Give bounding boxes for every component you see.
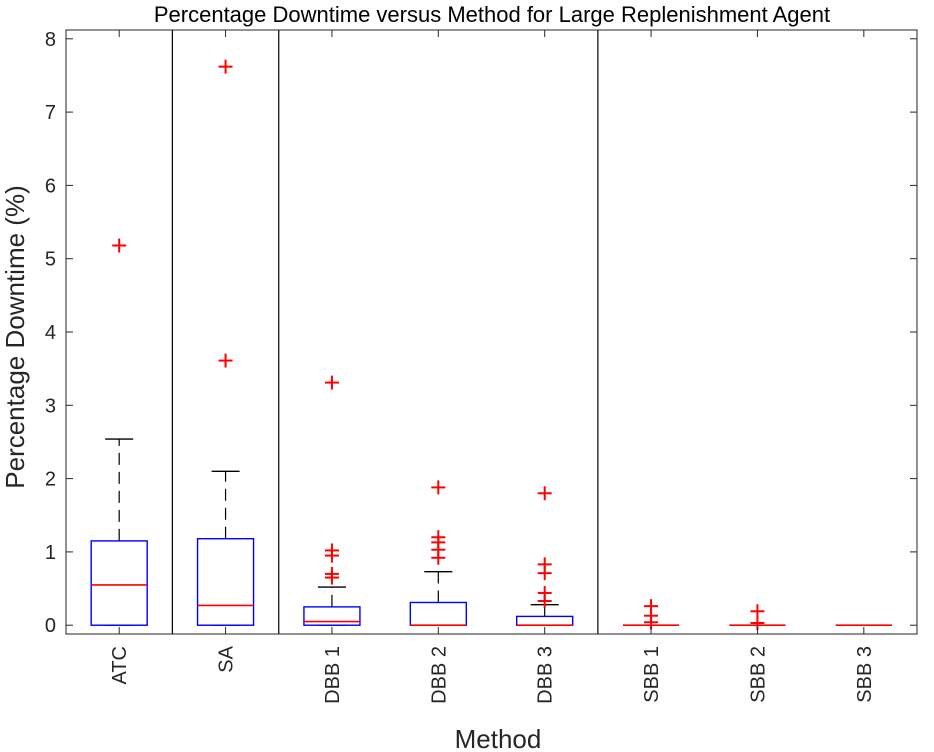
outlier-marker bbox=[324, 375, 339, 390]
box-group bbox=[729, 604, 786, 631]
plot-area-frame bbox=[65, 29, 918, 635]
box bbox=[515, 615, 574, 626]
y-tick-label: 1 bbox=[45, 542, 56, 564]
y-tick-label: 6 bbox=[45, 175, 56, 197]
box bbox=[409, 601, 468, 626]
box bbox=[303, 606, 361, 626]
x-tick-label: DBB 1 bbox=[322, 646, 344, 704]
outlier-marker bbox=[750, 604, 765, 619]
box bbox=[196, 538, 255, 626]
outlier-marker bbox=[324, 566, 339, 581]
outlier-marker bbox=[537, 486, 552, 501]
box-group bbox=[515, 486, 574, 627]
x-tick-label: SA bbox=[216, 645, 238, 672]
outlier-marker bbox=[218, 353, 233, 368]
y-tick-label: 0 bbox=[45, 615, 56, 637]
y-axis-title: Percentage Downtime (%) bbox=[0, 185, 30, 488]
box-group bbox=[623, 599, 680, 630]
boxes-layer bbox=[90, 59, 892, 631]
outlier-marker bbox=[431, 530, 446, 545]
separator-layer bbox=[171, 30, 599, 634]
x-tick-label: SBB 2 bbox=[747, 646, 769, 703]
chart-title: Percentage Downtime versus Method for La… bbox=[154, 2, 830, 27]
x-axis-title: Method bbox=[455, 724, 542, 752]
outlier-marker bbox=[112, 238, 127, 253]
x-tick-label: DBB 3 bbox=[535, 646, 557, 704]
box-group bbox=[196, 59, 255, 626]
box bbox=[90, 540, 148, 626]
box-group bbox=[409, 480, 468, 627]
outlier-marker bbox=[324, 543, 339, 558]
outlier-marker bbox=[431, 480, 446, 495]
outlier-marker bbox=[218, 59, 233, 74]
y-tick-label: 8 bbox=[45, 29, 56, 51]
outlier-marker bbox=[537, 585, 552, 600]
outlier-marker bbox=[537, 557, 552, 572]
x-tick-label: DBB 2 bbox=[428, 646, 450, 704]
y-tick-label: 3 bbox=[45, 395, 56, 417]
y-tick-label: 7 bbox=[45, 102, 56, 124]
y-tick-label: 4 bbox=[45, 322, 56, 344]
x-tick-label: SBB 3 bbox=[854, 646, 876, 703]
box-group bbox=[90, 238, 148, 626]
y-tick-label: 5 bbox=[45, 249, 56, 271]
ticks-layer: 0 1 2 3 4 5 6 7 8 ATC SA DBB 1 DBB 2 DBB 3 SBB 1 SBB 2 S… bbox=[45, 29, 917, 704]
x-tick-label: SBB 1 bbox=[641, 646, 663, 703]
y-tick-label: 2 bbox=[45, 469, 56, 491]
box-group bbox=[303, 375, 361, 626]
outlier-marker bbox=[644, 599, 659, 614]
x-tick-label: ATC bbox=[109, 646, 131, 685]
